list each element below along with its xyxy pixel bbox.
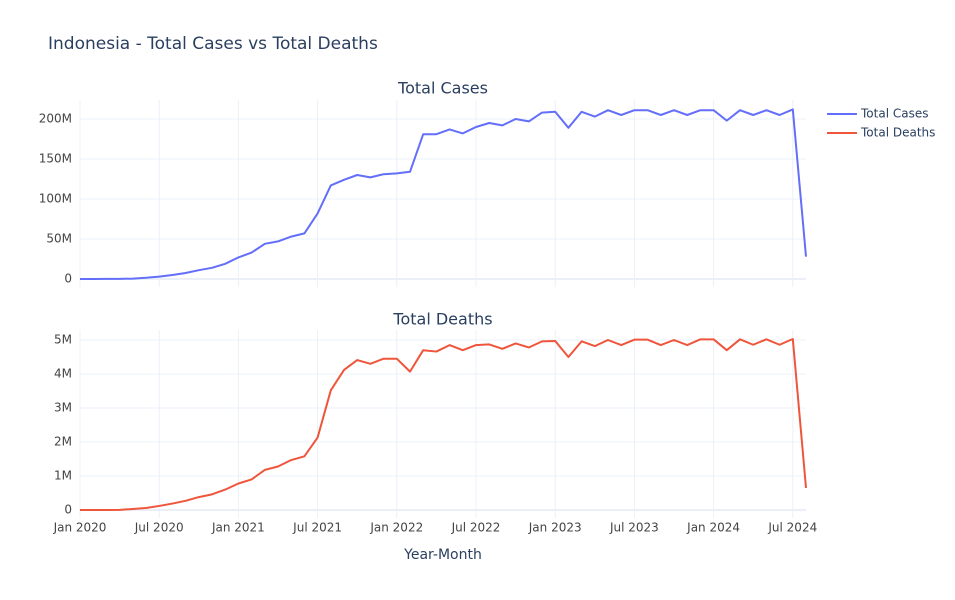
data-line xyxy=(80,337,807,512)
y-tick-label: 2M xyxy=(54,435,72,449)
subplot-title: Total Deaths xyxy=(392,310,492,329)
x-axis-title: Year-Month xyxy=(403,547,482,563)
y-tick-label: 3M xyxy=(54,401,72,415)
x-tick-label: Jul 2021 xyxy=(292,521,342,535)
x-tick-label: Jul 2022 xyxy=(451,521,501,535)
y-tick-label: 1M xyxy=(54,469,72,483)
x-tick-label: Jan 2022 xyxy=(369,521,423,535)
legend-label: Total Deaths xyxy=(860,126,935,140)
y-tick-label: 100M xyxy=(39,192,72,206)
x-tick-label: Jan 2023 xyxy=(528,521,582,535)
x-tick-label: Jan 2020 xyxy=(53,521,107,535)
x-tick-label: Jul 2024 xyxy=(767,521,817,535)
legend-label: Total Cases xyxy=(860,107,928,121)
subplot-title: Total Cases xyxy=(397,79,488,98)
y-tick-label: 4M xyxy=(54,366,72,380)
y-tick-label: 0 xyxy=(64,272,72,286)
chart-title: Indonesia - Total Cases vs Total Deaths xyxy=(48,34,378,54)
y-tick-label: 150M xyxy=(39,152,72,166)
y-tick-label: 0 xyxy=(64,503,72,517)
data-line xyxy=(80,108,807,280)
x-tick-label: Jan 2024 xyxy=(686,521,740,535)
y-tick-label: 5M xyxy=(54,332,72,346)
x-tick-label: Jan 2021 xyxy=(211,521,265,535)
y-tick-label: 50M xyxy=(46,232,72,246)
x-tick-label: Jul 2023 xyxy=(609,521,659,535)
y-tick-label: 200M xyxy=(39,112,72,126)
x-tick-label: Jul 2020 xyxy=(134,521,184,535)
